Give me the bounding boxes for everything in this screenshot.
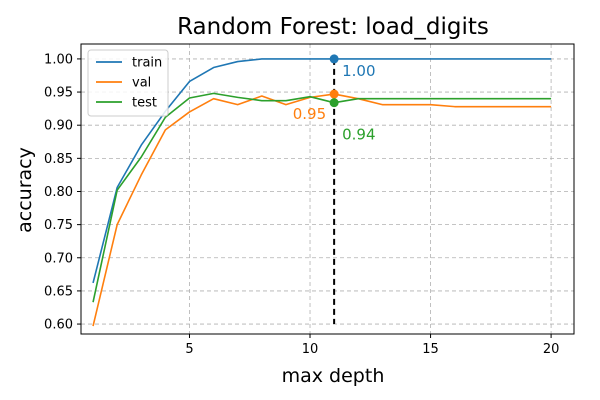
- best-markers: 1.00 0.95 0.94: [293, 54, 376, 144]
- legend-box: [87, 49, 169, 117]
- series-line-train: [92, 58, 552, 284]
- series-lines: [92, 58, 552, 327]
- legend-label-val: val: [132, 76, 151, 91]
- marker-val: [329, 89, 339, 99]
- legend-label-train: train: [132, 56, 162, 71]
- legend-label-test: test: [132, 96, 157, 111]
- x-axis-title: max depth: [282, 365, 385, 387]
- x-tick-label: 5: [185, 342, 193, 357]
- x-tick-label: 15: [422, 342, 439, 357]
- y-tick-label: 0.85: [44, 152, 73, 167]
- legend: train val test: [87, 49, 169, 117]
- marker-test: [329, 98, 339, 108]
- y-tick-label: 1.00: [44, 52, 73, 67]
- marker-label-test: 0.94: [342, 126, 375, 144]
- marker-label-train: 1.00: [342, 62, 375, 80]
- series-line-test: [92, 92, 552, 303]
- y-tick-label: 0.60: [44, 318, 73, 333]
- x-tick-label: 10: [302, 342, 319, 357]
- x-tick-label: 20: [543, 342, 560, 357]
- y-tick-label: 0.80: [44, 185, 73, 200]
- ticks: 0.60 0.65 0.70 0.75 0.80 0.85 0.90 0.95 1.00 5 10 1…: [44, 52, 559, 357]
- grid: [81, 44, 574, 334]
- plot-frame: [80, 43, 575, 335]
- y-tick-label: 0.95: [44, 86, 73, 101]
- y-tick-label: 0.65: [44, 284, 73, 299]
- y-axis-title: accuracy: [14, 147, 36, 233]
- chart-title: Random Forest: load_digits: [177, 14, 489, 40]
- y-tick-label: 0.70: [44, 251, 73, 266]
- marker-train: [329, 54, 339, 64]
- series-line-val: [92, 93, 552, 327]
- y-tick-label: 0.90: [44, 119, 73, 134]
- marker-label-val: 0.95: [293, 105, 326, 123]
- y-tick-label: 0.75: [44, 218, 73, 233]
